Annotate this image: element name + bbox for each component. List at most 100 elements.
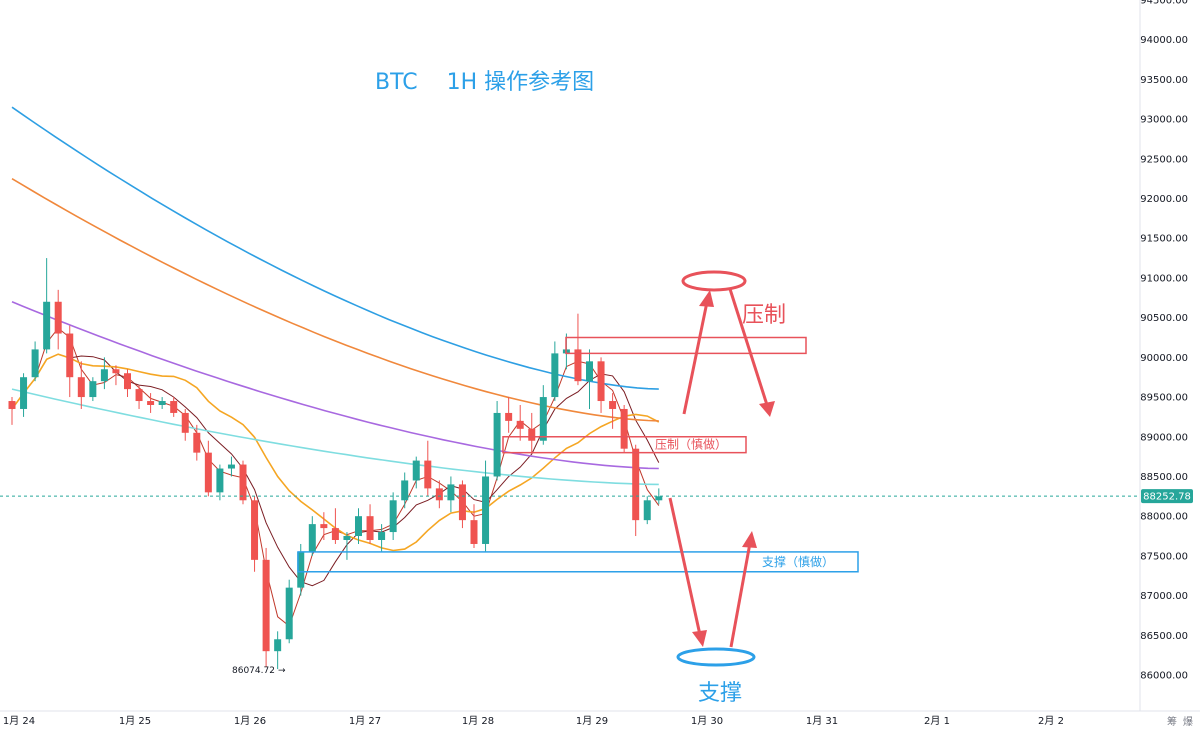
resistance-target-ellipse [681,270,747,292]
y-tick-label: 94000.00 [1140,35,1188,46]
y-tick-label: 92000.00 [1140,194,1188,205]
y-tick-label: 92500.00 [1140,154,1188,165]
candle [66,325,74,398]
candle [609,393,617,429]
y-tick-label: 87500.00 [1140,551,1188,562]
low-price-marker: 86074.72 → [232,666,286,676]
x-tick-label: 1月 24 [3,715,35,727]
resistance-zone-top [565,336,807,355]
y-tick-label: 89000.00 [1140,432,1188,443]
support-big-label: 支撑 [698,681,742,706]
candle [620,405,628,453]
candle [320,512,328,540]
resistance-big-label: 压制 [742,303,786,328]
candle [389,492,397,540]
x-tick-label: 1月 28 [462,715,494,727]
candle [458,480,466,529]
candle [43,258,51,354]
candle [539,385,547,445]
y-tick-label: 91500.00 [1140,234,1188,245]
candle [204,440,212,497]
candle [274,631,282,670]
support-zone-label: 支撑（慎做） [762,554,834,569]
y-tick-label: 86500.00 [1140,631,1188,642]
candle [8,397,16,425]
candle [158,397,166,409]
y-tick-label: 94500.00 [1140,0,1188,7]
x-tick-label: 1月 26 [234,715,266,727]
candle [574,313,582,386]
candle [216,464,224,501]
candle [551,341,559,402]
candle [412,456,420,489]
candle [193,424,201,461]
candle [100,357,108,390]
support-target-ellipse [676,647,756,667]
y-tick-label: 90000.00 [1140,353,1188,364]
candle [355,508,362,544]
candle [181,408,189,441]
support-zone-cautious [297,551,859,573]
arrow-up-to-resistance [682,290,714,415]
candle [31,341,39,382]
y-tick-label: 90500.00 [1140,313,1188,324]
ma-long-line [11,178,659,422]
ma-long-line [11,301,659,470]
candle [447,476,455,513]
candle [424,440,432,497]
candle [285,579,293,644]
candle [597,357,605,413]
candle [308,516,316,556]
candle [435,480,443,509]
candle [528,412,536,453]
candle [20,373,28,417]
candle [112,365,120,386]
candle [135,385,143,409]
chart-title: BTC 1H 操作参考图 [375,70,594,95]
candle [632,444,640,537]
x-tick-label: 2月 1 [924,715,950,727]
ma-long-line [11,106,659,390]
x-tick-label: 2月 2 [1038,715,1064,727]
y-tick-label: 93000.00 [1140,115,1188,126]
candle [170,397,178,417]
x-tick-label: 1月 25 [119,715,151,727]
arrow-down-from-resistance [728,288,775,417]
candle [505,397,513,433]
candle [516,405,524,441]
y-tick-label: 89500.00 [1140,393,1188,404]
candle [251,496,259,572]
candle [227,456,235,477]
y-tick-label: 88500.00 [1140,472,1188,483]
candle [262,547,270,668]
x-tick-label: 1月 31 [806,715,838,727]
current-price-badge: 88252.78 [1141,489,1193,504]
candle [470,504,478,548]
liquidation-icon[interactable]: 爆 [1183,716,1193,728]
candles [8,258,663,670]
y-tick-label: 86000.00 [1140,671,1188,682]
x-tick-label: 1月 30 [691,715,723,727]
candle [586,349,593,409]
candle [77,361,85,409]
candle [343,532,351,560]
ma-long-line [11,388,659,486]
x-tick-label: 1月 27 [349,715,381,727]
candle [401,472,409,509]
candle [89,377,97,402]
candle [366,504,374,544]
ma-short-line [11,353,660,587]
candle [378,524,386,552]
candle [239,460,247,505]
x-tick-label: 1月 29 [576,715,608,727]
svg-text:88252.78: 88252.78 [1143,492,1191,503]
x-axis: 1月 24 1月 25 1月 26 1月 27 1月 28 1月 29 1月 30 1月 31… [0,710,1200,728]
chips-icon[interactable]: 筹 [1167,715,1177,728]
candle [54,289,62,350]
candle [643,496,651,525]
resistance-zone-cautious [502,436,747,454]
candle [482,460,490,552]
y-tick-label: 87000.00 [1140,591,1188,602]
arrow-down-to-support [668,497,707,647]
